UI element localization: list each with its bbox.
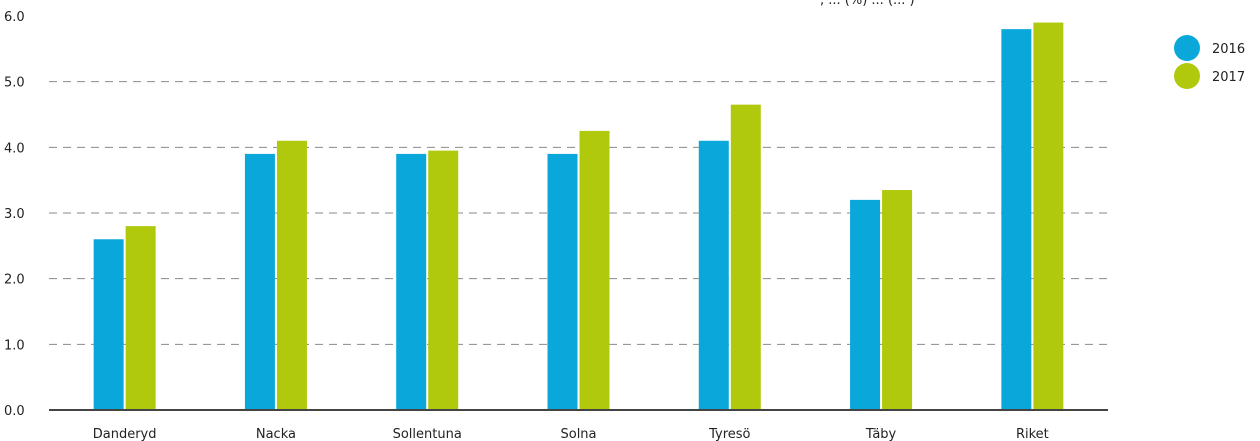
bar-2017-solna: [579, 130, 610, 410]
bar-2017-riket: [1033, 22, 1064, 411]
y-tick-label: 2.0: [4, 273, 25, 288]
chart-title-fragment: , ... (%) ... (... ): [820, 0, 915, 8]
bars: [93, 22, 1064, 411]
bar-2016-sollentuna: [396, 153, 427, 410]
bar-2016-solna: [547, 153, 578, 410]
bar-2016-nacka: [244, 153, 275, 410]
gridlines: [49, 81, 1108, 345]
x-axis-labels: Danderyd Nacka Sollentuna Solna Tyresö Täby Ri…: [93, 427, 1049, 441]
bar-2017-nacka: [276, 140, 307, 410]
bar-2016-täby: [850, 199, 881, 410]
legend-swatch-2016: [1174, 35, 1200, 61]
bar-2016-riket: [1001, 29, 1032, 411]
legend-label: 2016: [1212, 42, 1245, 57]
y-tick-label: 4.0: [4, 141, 25, 156]
x-tick-label: Riket: [1016, 427, 1049, 441]
x-tick-label: Nacka: [256, 427, 296, 441]
bar-2016-tyresö: [698, 140, 729, 410]
y-tick-label: 1.0: [4, 338, 25, 353]
legend-label: 2017: [1212, 70, 1245, 85]
bar-2017-danderyd: [125, 226, 156, 410]
legend-swatch-2017: [1174, 63, 1200, 89]
legend: 2016 2017: [1174, 35, 1245, 89]
bar-2016-danderyd: [93, 239, 124, 410]
x-tick-label: Sollentuna: [393, 427, 462, 441]
y-tick-label: 0.0: [4, 404, 25, 419]
y-tick-label: 6.0: [4, 10, 25, 25]
bar-2017-sollentuna: [428, 150, 459, 410]
x-tick-label: Solna: [560, 427, 596, 441]
y-axis-ticks: 0.0 1.0 2.0 3.0 4.0 5.0 6.0: [4, 10, 25, 419]
y-tick-label: 5.0: [4, 76, 25, 91]
bar-2017-tyresö: [730, 104, 761, 411]
x-tick-label: Danderyd: [93, 427, 157, 441]
bar-2017-täby: [882, 190, 913, 410]
x-tick-label: Tyresö: [708, 427, 750, 441]
x-tick-label: Täby: [865, 427, 897, 441]
y-tick-label: 3.0: [4, 207, 25, 222]
